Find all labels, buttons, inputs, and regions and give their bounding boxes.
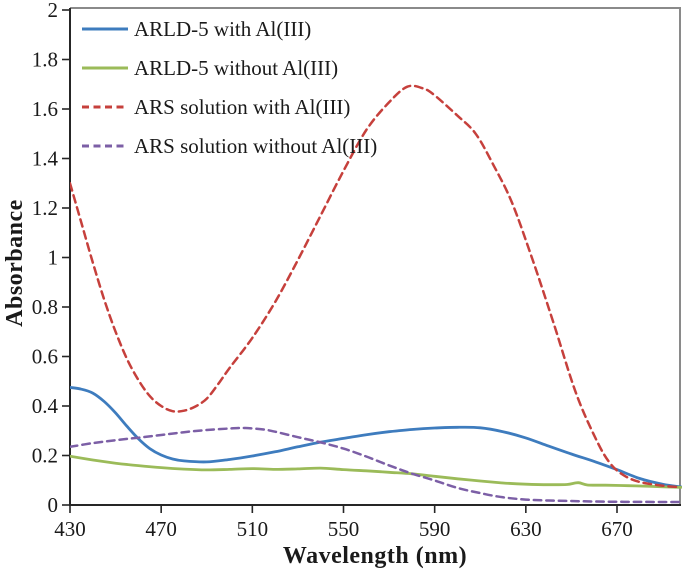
y-tick-label: 2 — [48, 0, 59, 22]
legend-label-3: ARS solution without Al(III) — [134, 134, 377, 158]
x-tick-label: 590 — [419, 517, 451, 541]
legend: ARLD-5 with Al(III) ARLD-5 without Al(III… — [82, 17, 377, 158]
y-tick-label: 0.8 — [32, 295, 58, 319]
series-group — [70, 84, 682, 504]
x-axis-title: Wavelength (nm) — [282, 543, 468, 569]
series-line-3 — [70, 426, 682, 504]
x-tick-label: 550 — [328, 517, 360, 541]
y-tick-label: 1.6 — [32, 97, 58, 121]
y-tick-label: 1.2 — [32, 196, 58, 220]
y-tick-label: 1.4 — [32, 147, 59, 171]
x-tick-label: 430 — [54, 517, 86, 541]
series-line-1 — [70, 454, 682, 489]
y-tick-label: 0.2 — [32, 444, 58, 468]
y-axis-title: Absorbance — [2, 199, 28, 327]
series-line-2 — [70, 84, 682, 489]
x-tick-label: 470 — [145, 517, 177, 541]
x-tick-label: 510 — [237, 517, 269, 541]
y-tick-label: 1 — [48, 246, 59, 270]
y-tick-label: 0.6 — [32, 345, 58, 369]
x-tick-label: 670 — [601, 517, 633, 541]
legend-label-0: ARLD-5 with Al(III) — [134, 17, 311, 41]
legend-label-1: ARLD-5 without Al(III) — [134, 56, 338, 80]
legend-label-2: ARS solution with Al(III) — [134, 95, 350, 119]
y-tick-label: 0 — [48, 493, 59, 517]
x-tick-label: 630 — [510, 517, 542, 541]
y-tick-label: 0.4 — [32, 394, 59, 418]
y-tick-label: 1.8 — [32, 48, 58, 72]
